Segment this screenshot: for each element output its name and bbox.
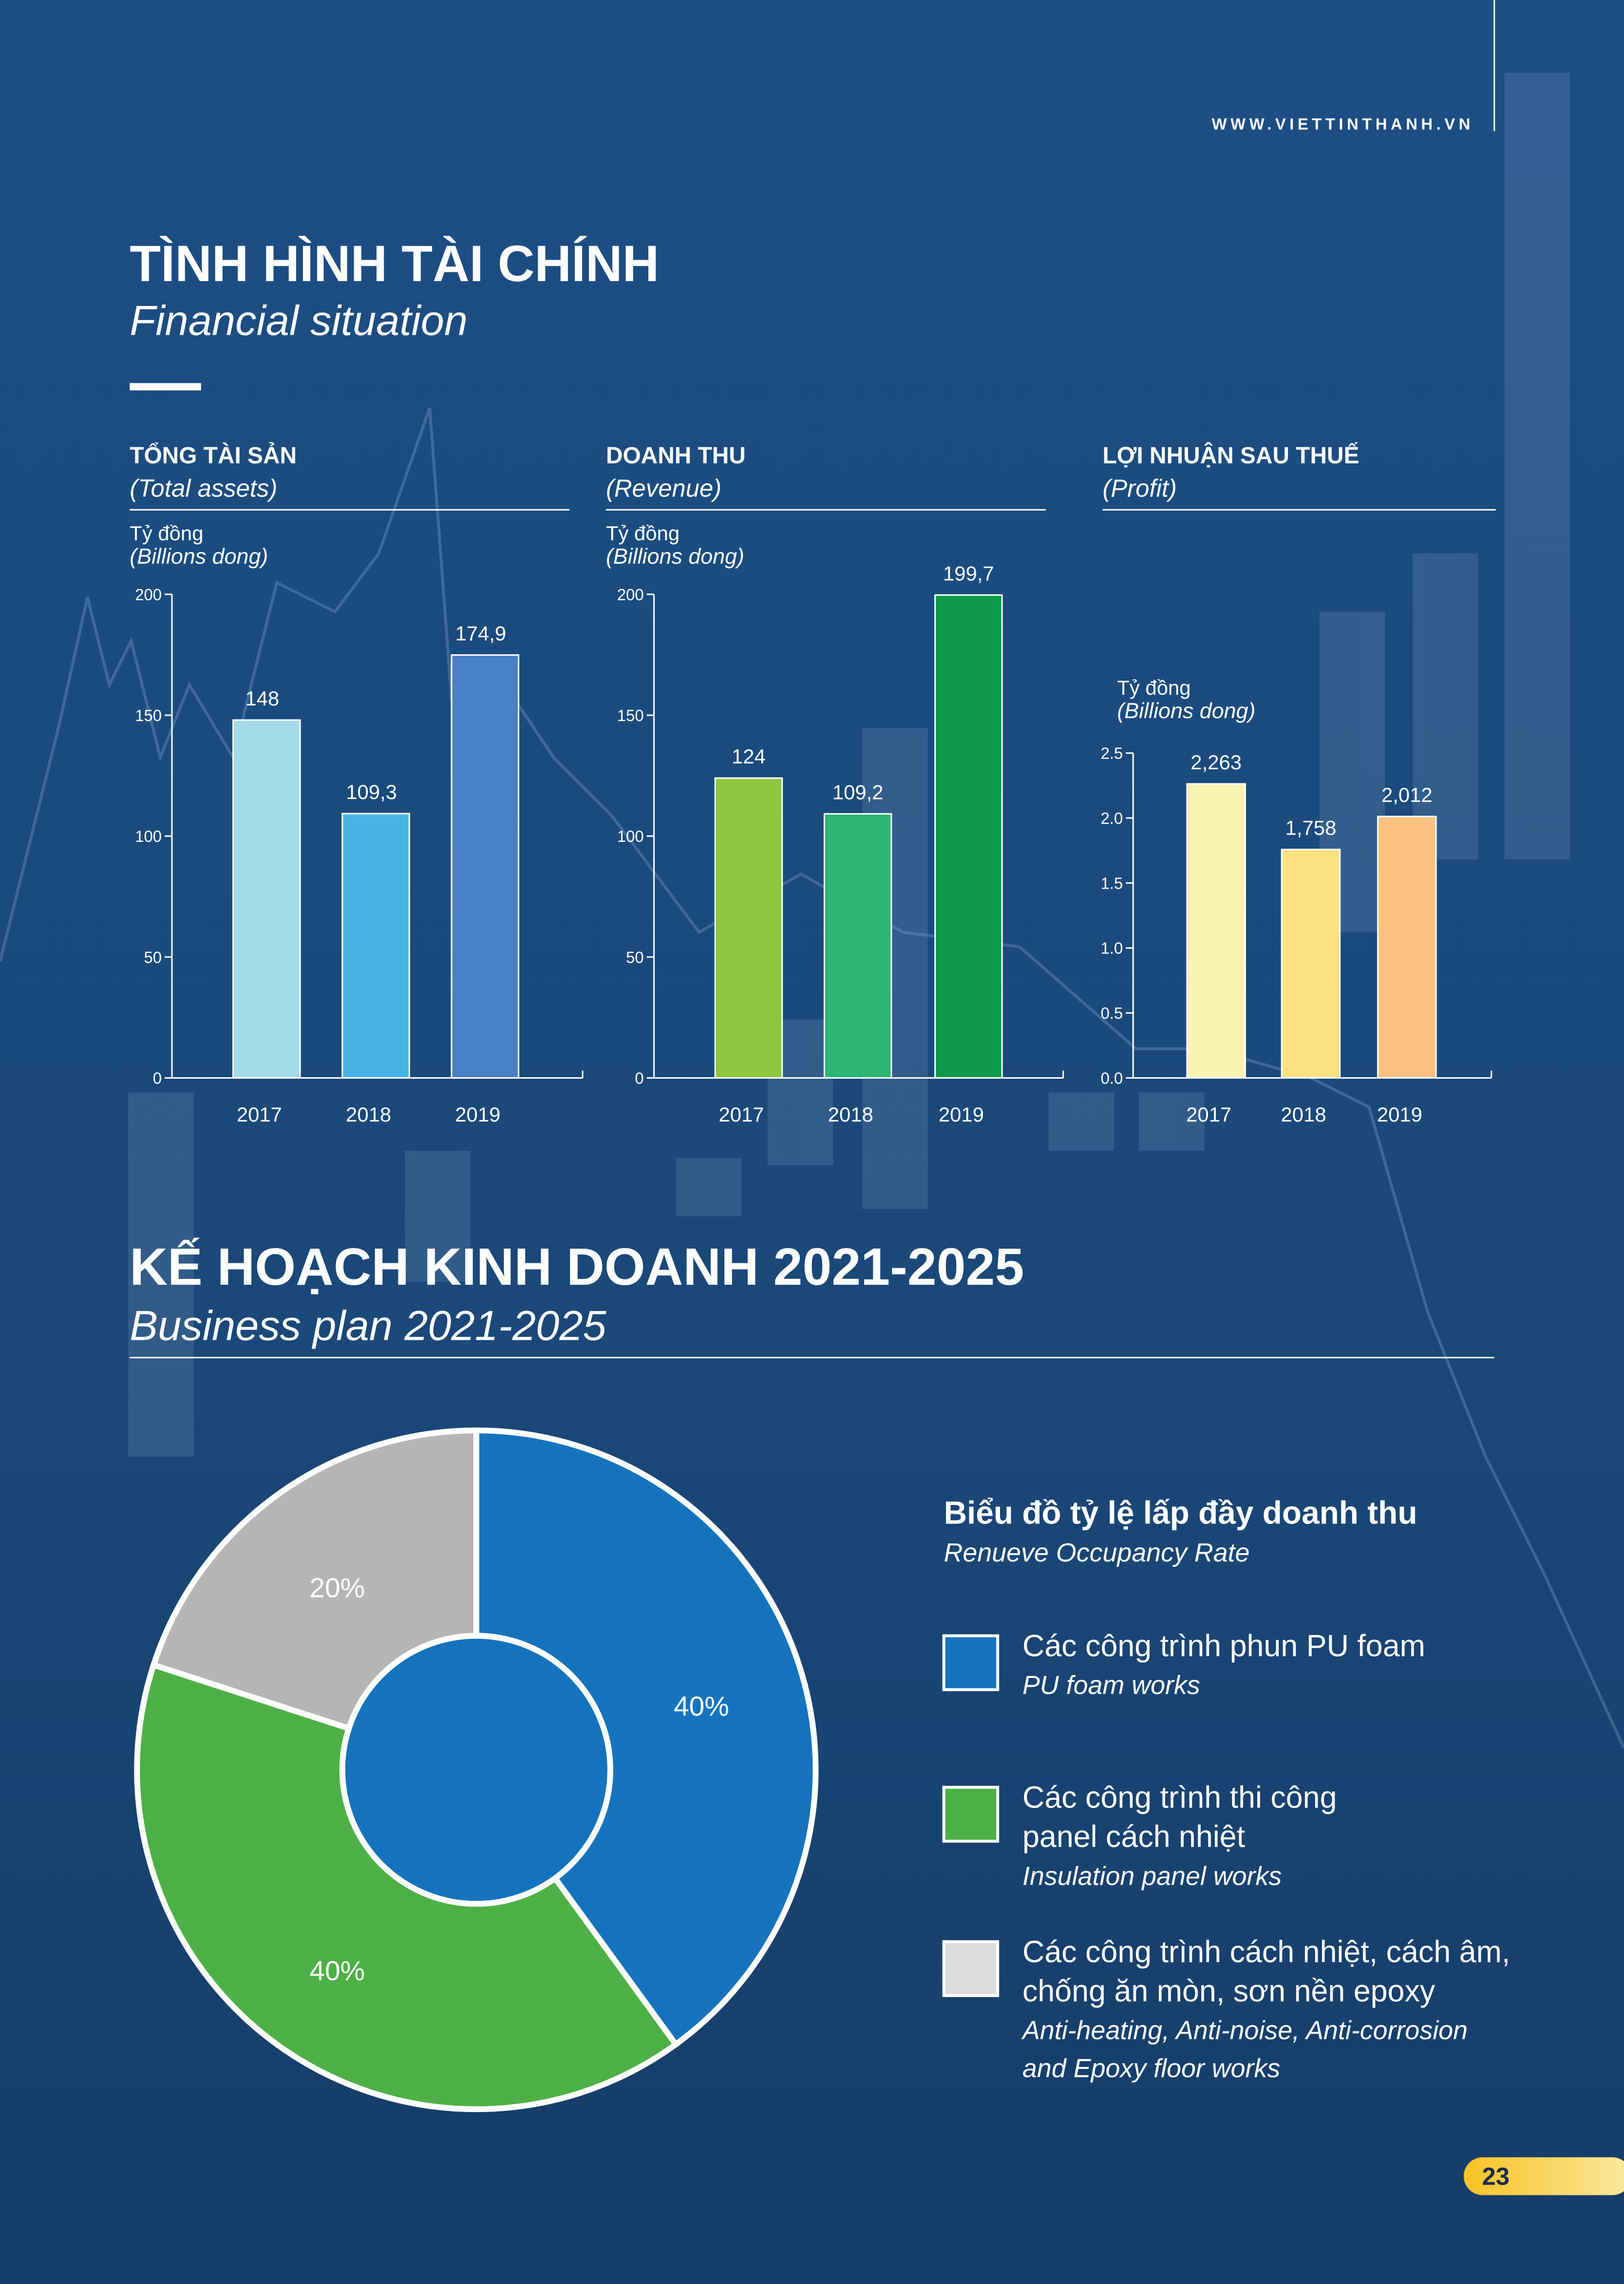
chart-title: LỢI NHUẬN SAU THUẾ	[1102, 442, 1359, 469]
y-tick-label: 200	[135, 586, 162, 604]
value-label: 199,7	[943, 562, 994, 585]
donut-hole	[339, 1633, 613, 1907]
bar	[823, 813, 892, 1079]
legend-label: Các công trình cách nhiệt, cách âm,	[1022, 1935, 1510, 1969]
x-tick-label: 2019	[1377, 1103, 1422, 1126]
legend-label-en: and Epoxy floor works	[1022, 2054, 1280, 2083]
value-label: 109,3	[346, 780, 397, 803]
legend-label-en: PU foam works	[1022, 1671, 1200, 1700]
chart-subtitle: (Profit)	[1102, 475, 1176, 502]
bar	[451, 654, 520, 1079]
y-tick-label: 1.5	[1101, 874, 1123, 892]
legend-label: chống ăn mòn, sơn nền epoxy	[1022, 1974, 1435, 2008]
y-tick-label: 0.0	[1101, 1069, 1123, 1087]
y-tick-label: 0.5	[1101, 1004, 1123, 1022]
value-label: 109,2	[832, 781, 884, 804]
value-label: 1,758	[1285, 817, 1337, 839]
y-unit: Tỷ đồng	[1117, 676, 1190, 699]
bar	[1377, 816, 1437, 1079]
x-tick-label: 2018	[828, 1103, 873, 1126]
bar	[714, 777, 783, 1079]
legend-label-en: Anti-heating, Anti-noise, Anti-corrosion	[1021, 2016, 1468, 2045]
heading: TÌNH HÌNH TÀI CHÍNH	[130, 235, 659, 292]
y-tick-label: 1.0	[1101, 939, 1123, 957]
y-tick-label: 100	[135, 827, 162, 845]
page-number: 23	[1482, 2163, 1510, 2190]
x-tick-label: 2018	[346, 1103, 391, 1126]
legend-label-en: Insulation panel works	[1022, 1862, 1282, 1891]
y-tick-label: 100	[617, 827, 644, 845]
value-label: 2,012	[1381, 783, 1433, 806]
legend-swatch	[942, 1940, 1000, 1998]
y-tick-label: 2.5	[1101, 744, 1123, 762]
slice-label: 40%	[674, 1691, 729, 1722]
y-tick-label: 50	[144, 948, 162, 966]
value-label: 148	[245, 687, 279, 710]
y-unit-en: (Billions dong)	[1117, 698, 1255, 723]
plan-subheading: Business plan 2021-2025	[130, 1303, 606, 1350]
y-tick-label: 150	[617, 706, 644, 724]
legend-label: Các công trình phun PU foam	[1022, 1629, 1425, 1663]
x-tick-label: 2019	[939, 1103, 984, 1126]
website: WWW.VIETTINTHANH.VN	[1212, 115, 1474, 133]
bar	[934, 594, 1003, 1079]
y-unit: Tỷ đồng	[606, 522, 680, 545]
x-tick-label: 2018	[1281, 1103, 1326, 1126]
legend-label: panel cách nhiệt	[1022, 1820, 1245, 1854]
chart-subtitle: (Revenue)	[606, 475, 721, 502]
plan-heading: KẾ HOẠCH KINH DOANH 2021-2025	[130, 1237, 1024, 1296]
y-tick-label: 50	[626, 948, 644, 966]
value-label: 2,263	[1190, 751, 1242, 774]
heading-bar	[130, 383, 201, 391]
page-number-pill	[1463, 2157, 1624, 2195]
x-tick-label: 2017	[1186, 1103, 1231, 1126]
chart-subtitle: (Total assets)	[130, 475, 277, 502]
y-tick-label: 200	[617, 586, 644, 604]
legend-label: Các công trình thi công	[1022, 1780, 1337, 1814]
y-unit-en: (Billions dong)	[130, 544, 268, 569]
y-tick-label: 0	[635, 1069, 643, 1087]
bar	[1186, 783, 1246, 1079]
value-label: 124	[732, 745, 766, 768]
x-tick-label: 2017	[718, 1103, 764, 1126]
y-tick-label: 150	[135, 706, 162, 724]
slice-label: 40%	[309, 1956, 365, 1987]
legend-subtitle: Renueve Occupancy Rate	[944, 1538, 1250, 1567]
chart-title: TỔNG TÀI SẢN	[130, 442, 297, 469]
chart-title: DOANH THU	[606, 443, 746, 469]
x-tick-label: 2017	[237, 1103, 282, 1126]
legend-swatch	[942, 1634, 1000, 1692]
bar	[1281, 849, 1341, 1079]
background-line	[0, 407, 1624, 1749]
bar	[341, 813, 410, 1079]
y-unit: Tỷ đồng	[130, 522, 203, 545]
legend-swatch	[942, 1786, 1000, 1843]
value-label: 174,9	[455, 622, 506, 645]
slice-label: 20%	[309, 1573, 365, 1603]
bar	[232, 719, 301, 1079]
y-tick-label: 0	[153, 1069, 162, 1087]
subheading: Financial situation	[130, 298, 468, 344]
y-tick-label: 2.0	[1101, 809, 1123, 827]
y-unit-en: (Billions dong)	[606, 544, 744, 569]
x-tick-label: 2019	[455, 1103, 500, 1126]
legend-title: Biểu đồ tỷ lệ lấp đầy doanh thu	[944, 1494, 1417, 1530]
